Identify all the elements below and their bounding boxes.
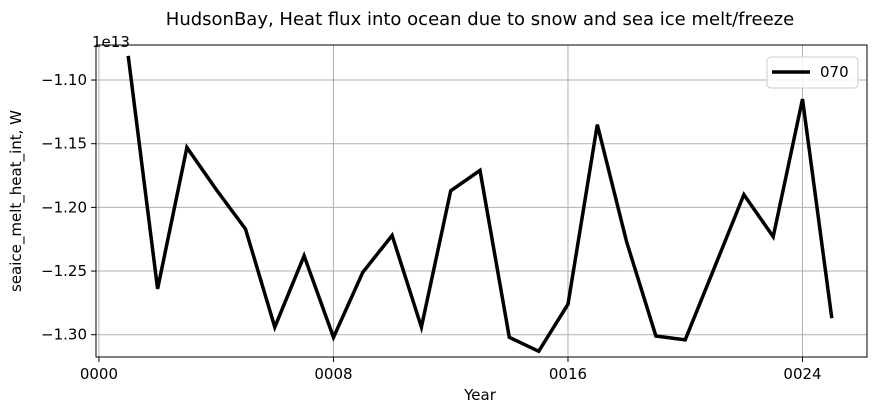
chart-title: HudsonBay, Heat flux into ocean due to s… [166,9,794,30]
x-tick-label: 0008 [314,365,352,383]
plot-frame [95,44,868,358]
y-axis-label: seaice_melt_heat_int, W [7,110,26,292]
ticks: 0000 0008 0016 0024 −1.10 −1.15 −1.20 −1.25 −1.3… [41,71,822,383]
legend-box [766,56,859,89]
y-offset-label: 1e13 [92,33,130,51]
x-tick-label: 0016 [549,365,587,383]
x-tick-label: 0000 [80,365,118,383]
legend: 070 [766,56,859,89]
y-tick-label: −1.30 [41,326,87,344]
y-tick-label: −1.20 [41,198,87,216]
series-line [126,55,834,354]
series-layer [126,55,834,354]
y-tick-label: −1.15 [41,135,87,153]
y-tick-label: −1.25 [41,262,87,280]
legend-label: 070 [820,63,849,81]
y-tick-label: −1.10 [41,71,87,89]
grid [96,45,867,357]
x-axis-label: Year [463,386,497,404]
x-tick-label: 0024 [783,365,821,383]
